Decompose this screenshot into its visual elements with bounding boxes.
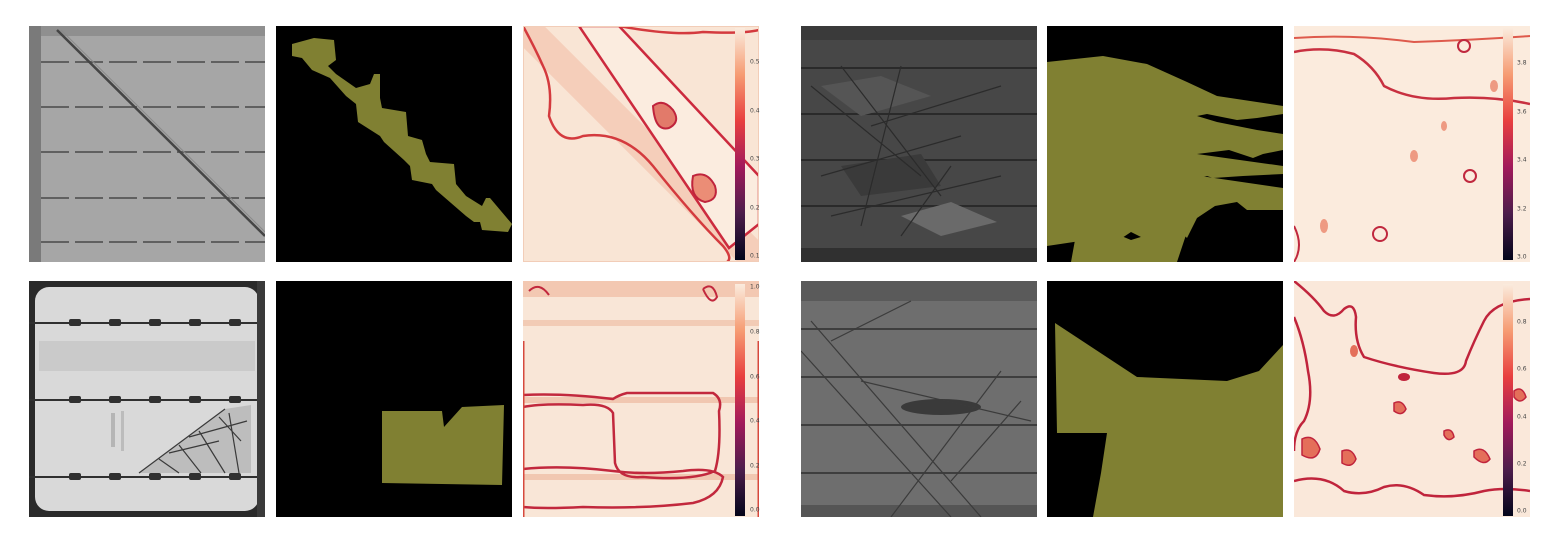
colorbar-3-tick: 1.0 [750,283,760,291]
colorbar-2-tick: 3.4 [1517,156,1527,164]
el-image-1 [29,26,265,262]
colorbar-3-tick: 0.8 [750,328,760,336]
heatmap-2 [1294,26,1530,262]
el-image-4 [801,281,1037,517]
colorbar-4-tick: 0.6 [1517,365,1527,373]
colorbar-1 [735,28,745,260]
colorbar-2-tick: 3.0 [1517,253,1527,261]
colorbar-1-tick: 0.3 [750,155,760,163]
colorbar-2-tick: 3.8 [1517,59,1527,67]
colorbar-2-tick: 3.6 [1517,108,1527,116]
colorbar-2 [1503,28,1513,260]
colorbar-4-tick: 0.0 [1517,507,1527,515]
el-image-3 [29,281,265,517]
mask-4 [1047,281,1283,517]
colorbar-4-tick: 0.8 [1517,318,1527,326]
colorbar-3-tick: 0.0 [750,506,760,514]
colorbar-3-tick: 0.6 [750,373,760,381]
colorbar-4-tick: 0.2 [1517,460,1527,468]
mask-3 [276,281,512,517]
colorbar-2-tick: 3.2 [1517,205,1527,213]
heatmap-1 [523,26,759,262]
colorbar-1-tick: 0.5 [750,58,760,66]
colorbar-4-tick: 0.4 [1517,413,1527,421]
colorbar-3-tick: 0.2 [750,462,760,470]
colorbar-1-tick: 0.1 [750,252,760,260]
colorbar-3-tick: 0.4 [750,417,760,425]
colorbar-1-tick: 0.2 [750,204,760,212]
colorbar-3 [735,284,745,516]
mask-2 [1047,26,1283,262]
heatmap-3 [523,281,759,517]
heatmap-4 [1294,281,1530,517]
colorbar-4 [1503,284,1513,516]
el-image-2 [801,26,1037,262]
colorbar-1-tick: 0.4 [750,107,760,115]
mask-1 [276,26,512,262]
